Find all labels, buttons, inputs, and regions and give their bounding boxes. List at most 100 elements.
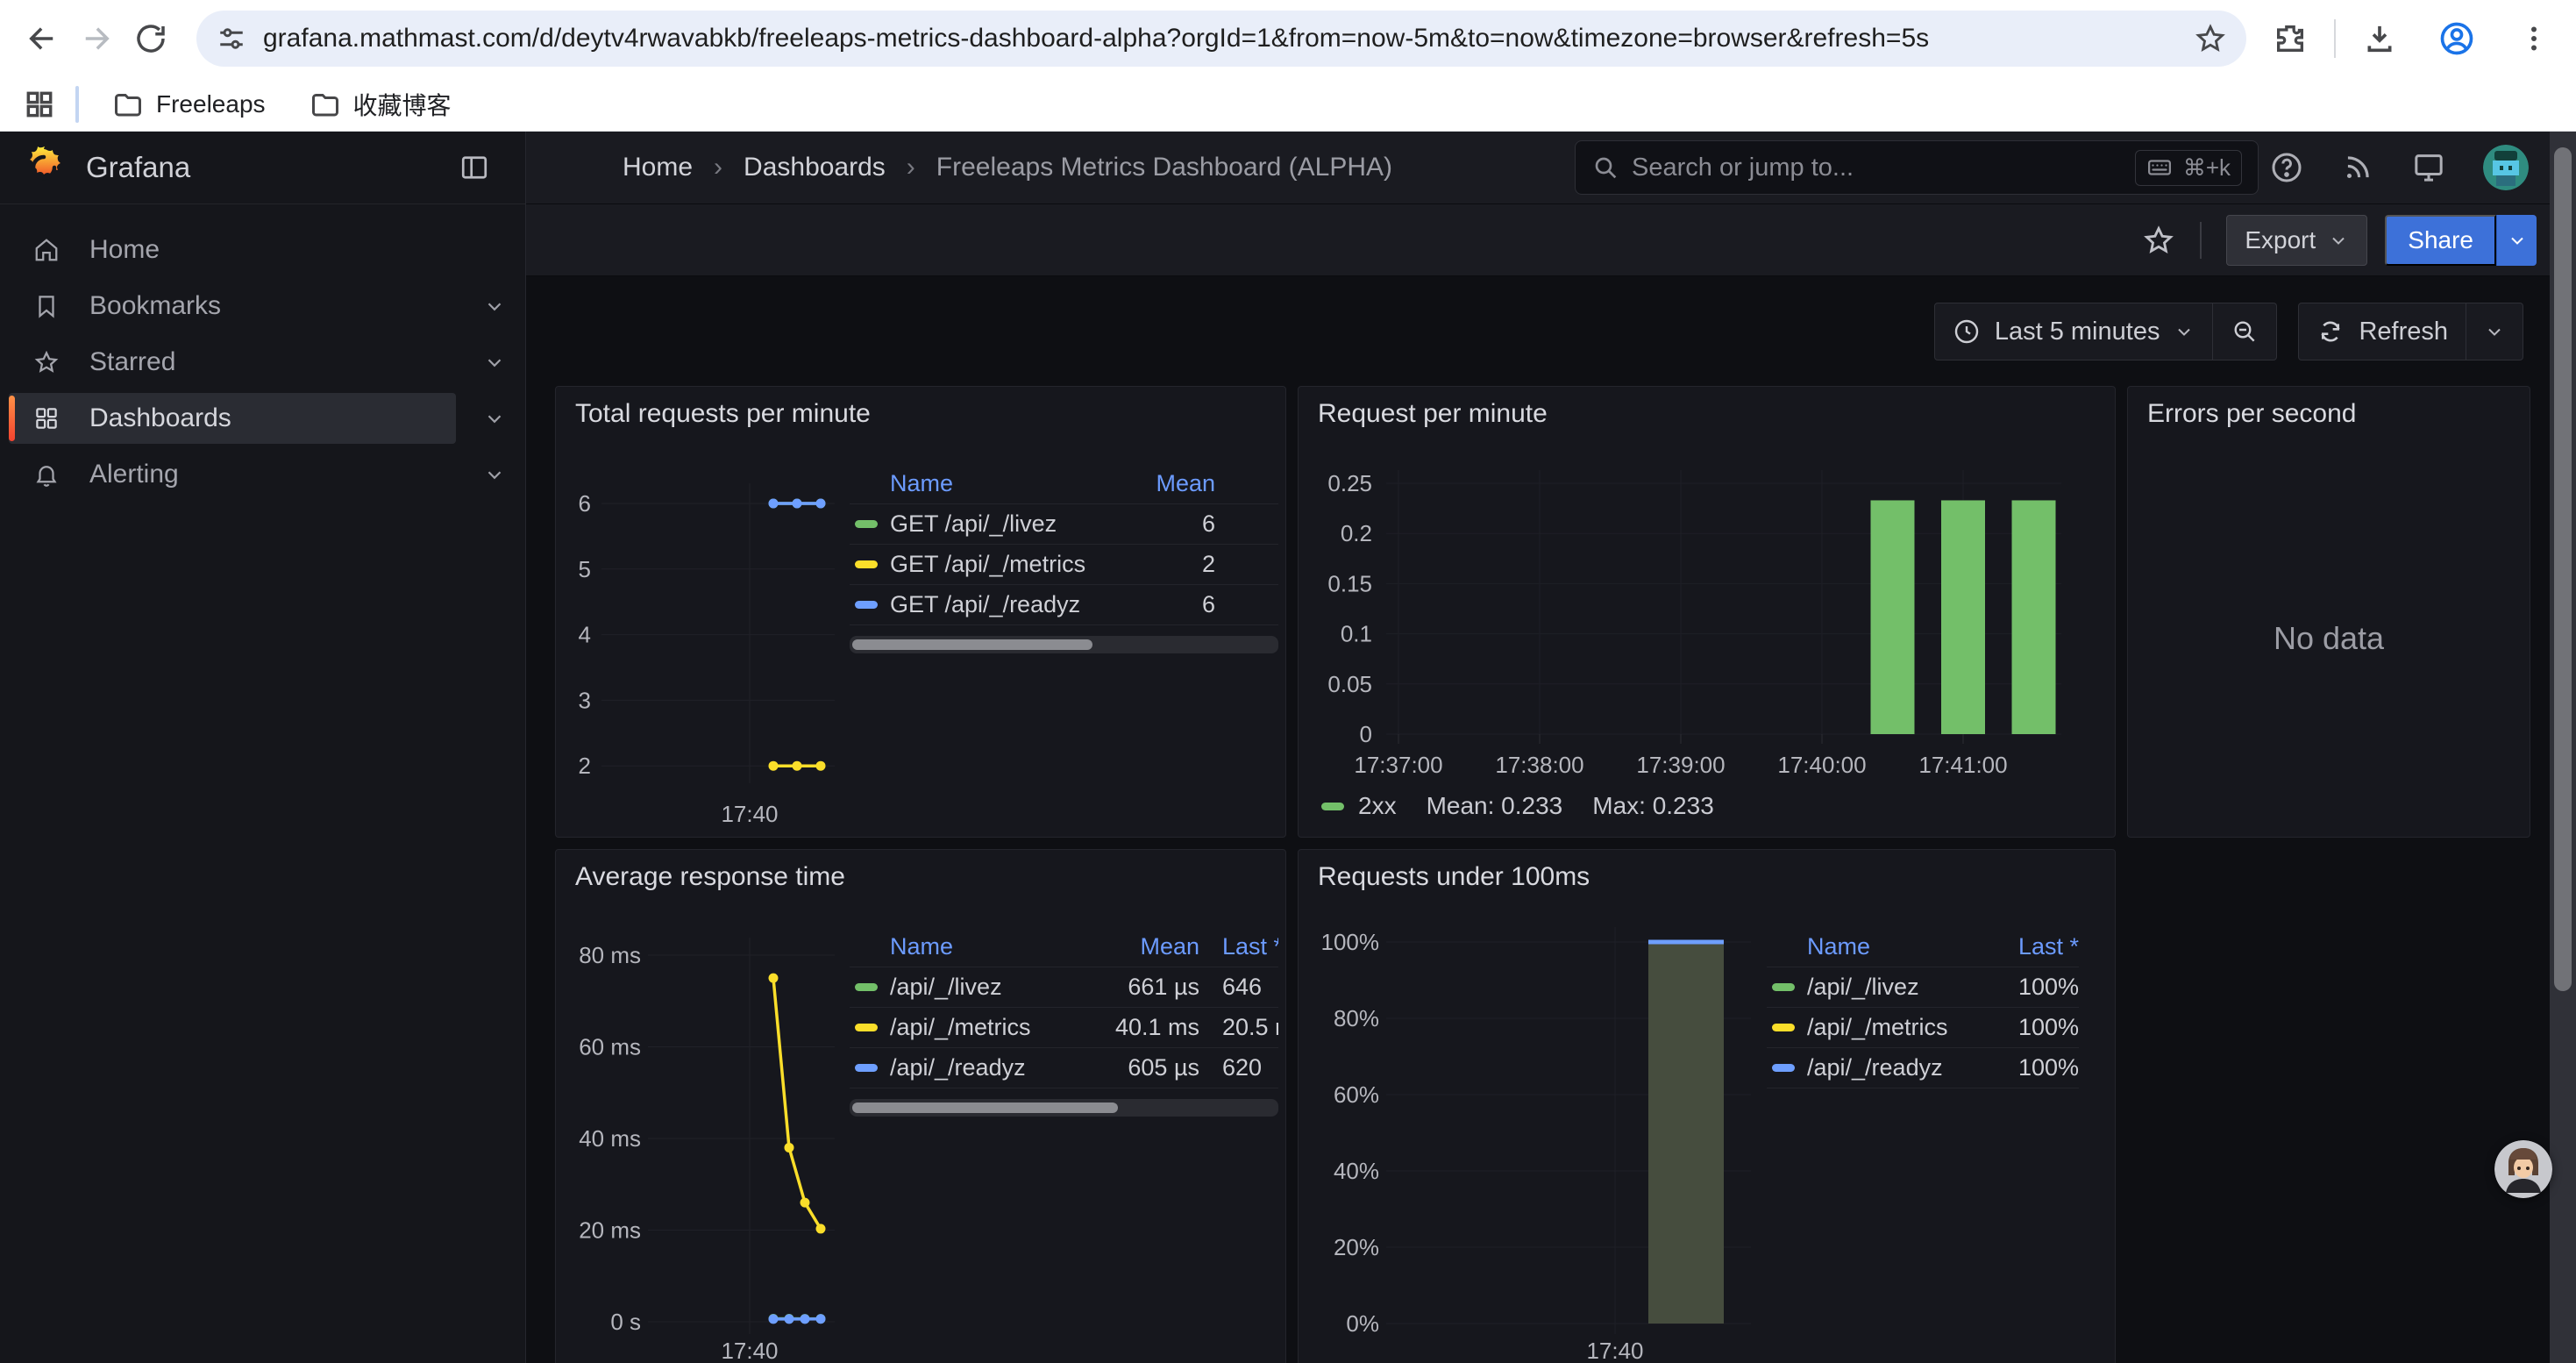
scrollbar-thumb[interactable] bbox=[2554, 147, 2572, 991]
monitor-icon[interactable] bbox=[2411, 150, 2446, 185]
legend-row[interactable]: /api/_/metrics 100% bbox=[1767, 1008, 2079, 1048]
chevron-down-icon[interactable] bbox=[483, 407, 506, 430]
bell-icon bbox=[33, 461, 60, 488]
svg-text:20 ms: 20 ms bbox=[579, 1217, 641, 1244]
grafana-header: Home › Dashboards › Freeleaps Metrics Da… bbox=[526, 132, 2576, 204]
star-icon bbox=[33, 349, 60, 375]
toolbar-divider bbox=[2334, 19, 2336, 58]
series-color-dash bbox=[1772, 983, 1795, 991]
legend-hscrollbar[interactable] bbox=[850, 636, 1278, 653]
favorite-star-icon[interactable] bbox=[2142, 224, 2175, 257]
legend-col-last[interactable]: Last * bbox=[1222, 933, 1278, 960]
help-icon[interactable] bbox=[2269, 150, 2304, 185]
panel-errors-per-second: Errors per second No data bbox=[2127, 386, 2530, 838]
sidebar-nav: Home Bookmarks Starred bbox=[0, 222, 525, 503]
svg-text:40%: 40% bbox=[1334, 1158, 1379, 1184]
legend-table: Name Last * /api/_/livez 100% /api/_/met… bbox=[1767, 927, 2079, 1088]
time-range-picker[interactable]: Last 5 minutes bbox=[1933, 303, 2214, 360]
legend-col-mean[interactable]: Mean bbox=[1140, 933, 1199, 960]
back-icon[interactable] bbox=[21, 18, 63, 60]
svg-text:20%: 20% bbox=[1334, 1234, 1379, 1260]
chevron-down-icon[interactable] bbox=[483, 351, 506, 374]
svg-text:17:40: 17:40 bbox=[1586, 1338, 1643, 1363]
sidebar-item-home[interactable]: Home bbox=[0, 222, 525, 278]
svg-text:80%: 80% bbox=[1334, 1005, 1379, 1031]
bookmark-label: Freeleaps bbox=[156, 89, 266, 118]
sidebar-item-alerting[interactable]: Alerting bbox=[0, 446, 525, 503]
grafana-page: Grafana Home Bookmarks bbox=[0, 132, 2576, 1363]
sidebar-item-bookmarks[interactable]: Bookmarks bbox=[0, 278, 525, 334]
share-button[interactable]: Share bbox=[2385, 214, 2496, 266]
svg-text:60%: 60% bbox=[1334, 1081, 1379, 1108]
bookmark-star-icon[interactable] bbox=[2194, 22, 2227, 55]
timeseries-chart: 6 5 4 3 2 17:40 bbox=[579, 483, 835, 827]
site-info-icon[interactable] bbox=[216, 23, 247, 54]
share-dropdown-chevron[interactable] bbox=[2496, 214, 2537, 266]
sidebar-item-starred[interactable]: Starred bbox=[0, 334, 525, 390]
series-color-dash bbox=[855, 601, 878, 609]
chevron-down-icon[interactable] bbox=[483, 295, 506, 318]
legend[interactable]: 2xx Mean: 0.233 Max: 0.233 bbox=[1321, 792, 1744, 820]
breadcrumb-dashboards[interactable]: Dashboards bbox=[744, 153, 886, 182]
grafana-logo-icon[interactable] bbox=[23, 146, 65, 189]
legend-row[interactable]: GET /api/_/livez 6 bbox=[850, 504, 1278, 545]
news-rss-icon[interactable] bbox=[2341, 151, 2374, 184]
breadcrumb: Home › Dashboards › Freeleaps Metrics Da… bbox=[623, 132, 1392, 203]
legend-hscrollbar[interactable] bbox=[850, 1099, 1278, 1117]
dock-menu-icon[interactable] bbox=[459, 152, 490, 183]
chevron-down-icon[interactable] bbox=[483, 463, 506, 486]
reload-icon[interactable] bbox=[130, 18, 172, 60]
bookmark-label: 收藏博客 bbox=[352, 91, 452, 119]
url-bar[interactable]: grafana.mathmast.com/d/deytv4rwavabkb/fr… bbox=[196, 11, 2246, 67]
sidebar-item-dashboards[interactable]: Dashboards bbox=[0, 390, 525, 446]
panel-title[interactable]: Request per minute bbox=[1318, 399, 1548, 428]
url-text[interactable]: grafana.mathmast.com/d/deytv4rwavabkb/fr… bbox=[263, 24, 1930, 53]
bar-chart: 100% 80% 60% 40% 20% 0% 17:40 bbox=[1321, 927, 1751, 1363]
apps-grid-icon[interactable] bbox=[23, 88, 56, 121]
legend-col-name[interactable]: Name bbox=[890, 470, 954, 496]
panel-title[interactable]: Total requests per minute bbox=[575, 399, 871, 428]
legend-row[interactable]: GET /api/_/metrics 2 bbox=[850, 545, 1278, 585]
profile-icon[interactable] bbox=[2436, 18, 2478, 60]
legend-col-last[interactable]: Last * bbox=[2017, 933, 2079, 960]
breadcrumb-current: Freeleaps Metrics Dashboard (ALPHA) bbox=[936, 153, 1392, 182]
assistant-avatar[interactable] bbox=[2494, 1140, 2552, 1198]
legend-col-mean[interactable]: Mean bbox=[1156, 470, 1215, 496]
search-input[interactable]: Search or jump to... ⌘+k bbox=[1575, 140, 2259, 195]
extensions-icon[interactable] bbox=[2269, 18, 2311, 60]
breadcrumb-home[interactable]: Home bbox=[623, 153, 694, 182]
legend-col-name[interactable]: Name bbox=[1807, 933, 1871, 960]
legend-row[interactable]: /api/_/metrics 40.1 ms 20.5 m bbox=[850, 1008, 1278, 1048]
search-placeholder: Search or jump to... bbox=[1632, 153, 1854, 182]
legend-series-name[interactable]: 2xx bbox=[1358, 792, 1397, 819]
bar-chart: 0.25 0.2 0.15 0.1 0.05 0 17:37:00 17:38:00 17:39… bbox=[1327, 470, 2061, 778]
dashboards-grid-icon bbox=[33, 405, 60, 432]
legend-col-name[interactable]: Name bbox=[890, 933, 954, 960]
svg-text:17:38:00: 17:38:00 bbox=[1495, 752, 1583, 778]
svg-text:3: 3 bbox=[579, 687, 591, 713]
page-scrollbar[interactable] bbox=[2550, 132, 2576, 1363]
panel-title[interactable]: Average response time bbox=[575, 862, 845, 891]
dashboard-toolbar: Export Share bbox=[526, 204, 2576, 276]
bookmark-folder-blogs[interactable]: 收藏博客 bbox=[297, 82, 464, 127]
timeseries-chart: 80 ms 60 ms 40 ms 20 ms 0 s 17:40 bbox=[579, 938, 835, 1363]
bookmark-folder-freeleaps[interactable]: Freeleaps bbox=[100, 83, 278, 125]
zoom-out-button[interactable] bbox=[2213, 303, 2278, 360]
series-color-dash bbox=[855, 560, 878, 568]
refresh-button[interactable]: Refresh bbox=[2298, 303, 2466, 360]
forward-icon[interactable] bbox=[75, 18, 117, 60]
downloads-icon[interactable] bbox=[2359, 18, 2401, 60]
legend-table: Name Mean Last * /api/_/livez 661 µs 646… bbox=[850, 927, 1278, 1117]
refresh-interval-chevron[interactable] bbox=[2466, 303, 2523, 360]
panel-title[interactable]: Requests under 100ms bbox=[1318, 862, 1590, 891]
breadcrumb-separator: › bbox=[714, 153, 723, 182]
legend-row[interactable]: /api/_/readyz 100% bbox=[1767, 1048, 2079, 1088]
export-button[interactable]: Export bbox=[2226, 214, 2368, 266]
panel-title[interactable]: Errors per second bbox=[2147, 399, 2357, 428]
legend-row[interactable]: /api/_/livez 661 µs 646 bbox=[850, 967, 1278, 1008]
legend-row[interactable]: GET /api/_/readyz 6 bbox=[850, 585, 1278, 625]
legend-row[interactable]: /api/_/readyz 605 µs 620 bbox=[850, 1048, 1278, 1088]
legend-row[interactable]: /api/_/livez 100% bbox=[1767, 967, 2079, 1008]
browser-menu-icon[interactable] bbox=[2513, 18, 2555, 60]
user-avatar[interactable] bbox=[2483, 145, 2529, 190]
